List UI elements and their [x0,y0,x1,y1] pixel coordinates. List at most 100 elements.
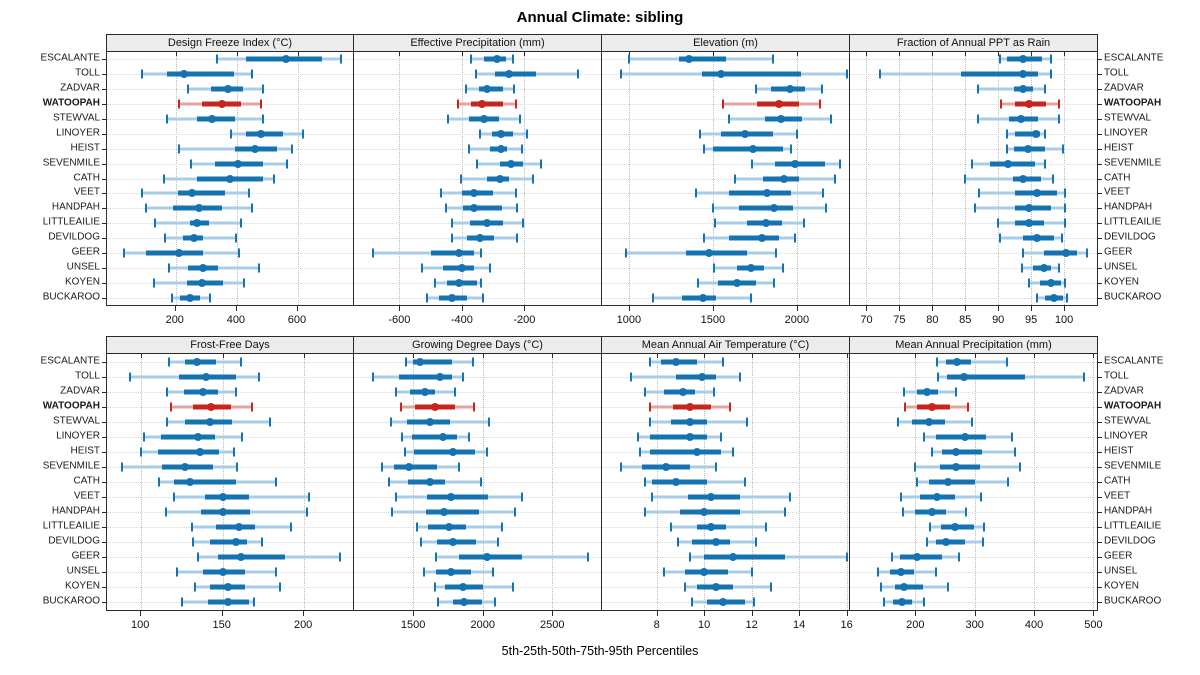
whisker-cap-low [890,552,893,562]
whisker-cap-low [177,144,180,154]
bottom-axis-tick [524,306,526,311]
row-axis-tick [102,267,106,269]
row-axis-tick [102,133,106,135]
whisker-cap-high [248,188,251,198]
median-dot [763,189,772,198]
whisker-cap-low [1005,144,1008,154]
panel-elevation: Elevation (m) 1000 1500 2000 [602,34,850,333]
row-gridline [602,361,849,363]
median-dot [717,70,726,79]
axis-mean-annual-air-temperature: 8 10 12 14 16 [602,611,853,638]
station-label-geer: GEER [1104,246,1133,258]
whisker-cap-low [433,582,436,592]
whisker-cap-high [1062,144,1065,154]
panel-fraction-ppt-rain: Fraction of Annual PPT as Rain 70 75 80 85 9… [850,34,1102,333]
whisker-cap-high [1057,114,1060,124]
whisker-cap-low [1020,263,1023,273]
whisker-cap-high [252,597,255,607]
row-axis-tick [1098,252,1102,254]
median-dot [207,402,216,411]
bottom-axis-tick [899,306,901,311]
whisker-cap-high [275,567,278,577]
row-axis-tick [1098,512,1102,514]
whisker-cap-high [1006,477,1009,487]
percentile-25-75-bar [399,374,453,380]
whisker-cap-low [163,174,166,183]
whisker-cap-high [803,218,806,228]
whisker-cap-low [153,278,156,288]
x-tick-label: 400 [1024,619,1044,631]
row-axis-tick [1098,74,1102,76]
whisker-cap-low [167,357,170,367]
whisker-cap-low [371,372,374,382]
row-axis-tick [1098,482,1102,483]
median-dot [1018,55,1027,64]
median-dot [933,493,942,502]
panel-mean-annual-air-temperature: Mean Annual Air Temperature (°C) 8 10 12 14… [602,336,853,638]
whisker-cap-high [251,203,254,213]
percentile-25-75-bar [427,494,488,500]
whisker-cap-high [516,233,519,243]
bottom-axis-tick [552,611,554,616]
median-dot [941,538,950,547]
whisker-cap-high [982,537,984,547]
median-dot [448,538,457,547]
top-axis-tick [704,354,706,358]
median-dot [438,432,447,441]
median-dot [712,538,720,547]
median-dot [234,523,243,532]
row-gridline [850,223,1097,225]
median-dot [257,129,266,138]
whisker-cap-high [268,417,271,427]
whisker-cap-high [795,129,798,139]
top-axis-tick [222,354,224,358]
plot-fraction-ppt-rain [850,52,1102,306]
row-axis-tick [102,208,106,210]
median-dot [712,583,720,592]
whisker-cap-low [629,372,632,382]
row-axis-tick [1098,436,1102,438]
median-dot [236,553,245,562]
whisker-cap-high [301,129,304,139]
median-dot [1004,159,1013,168]
median-dot [1025,219,1034,228]
whisker-cap-high [772,54,775,64]
whisker-cap-low [405,357,408,367]
row-gridline [354,466,601,468]
plot-effective-precipitation [354,52,602,306]
whisker-cap-high [1051,174,1054,183]
station-label-unsel: UNSEL [1104,261,1138,273]
whisker-cap-high [923,597,926,607]
station-label-handpah: HANDPAH [51,505,100,517]
median-dot [775,100,784,109]
station-label-unsel: UNSEL [66,261,100,273]
panel-growing-degree-days: Growing Degree Days (°C) 1500 2000 2500 [354,336,602,638]
whisker-cap-low [168,263,171,273]
row-gridline [850,282,1097,284]
whisker-cap-low [713,263,716,273]
whisker-cap-low [120,462,123,472]
row-gridline [602,391,849,393]
whisker-cap-high [1049,54,1052,64]
median-dot [900,583,909,592]
whisker-cap-low [371,248,374,258]
whisker-cap-low [619,69,622,79]
row-gridline [850,297,1097,299]
median-dot [420,387,429,396]
station-label-zadvar: ZADVAR [1104,385,1144,397]
whisker-cap-high [250,402,253,412]
x-tick-label: 1500 [400,619,426,631]
top-axis-tick [866,52,868,56]
top-axis-tick [932,52,934,56]
top-axis-tick [236,52,238,56]
median-dot [202,372,211,381]
percentile-25-75-bar [704,554,785,560]
whisker-cap-high [790,144,793,154]
median-dot [426,478,435,486]
whisker-cap-high [241,432,244,442]
percentile-25-75-bar [702,71,801,77]
row-axis-tick [102,527,106,529]
station-label-stewval: STEWVAL [1104,112,1152,124]
whisker-cap-low [435,552,438,562]
median-dot [707,523,716,532]
